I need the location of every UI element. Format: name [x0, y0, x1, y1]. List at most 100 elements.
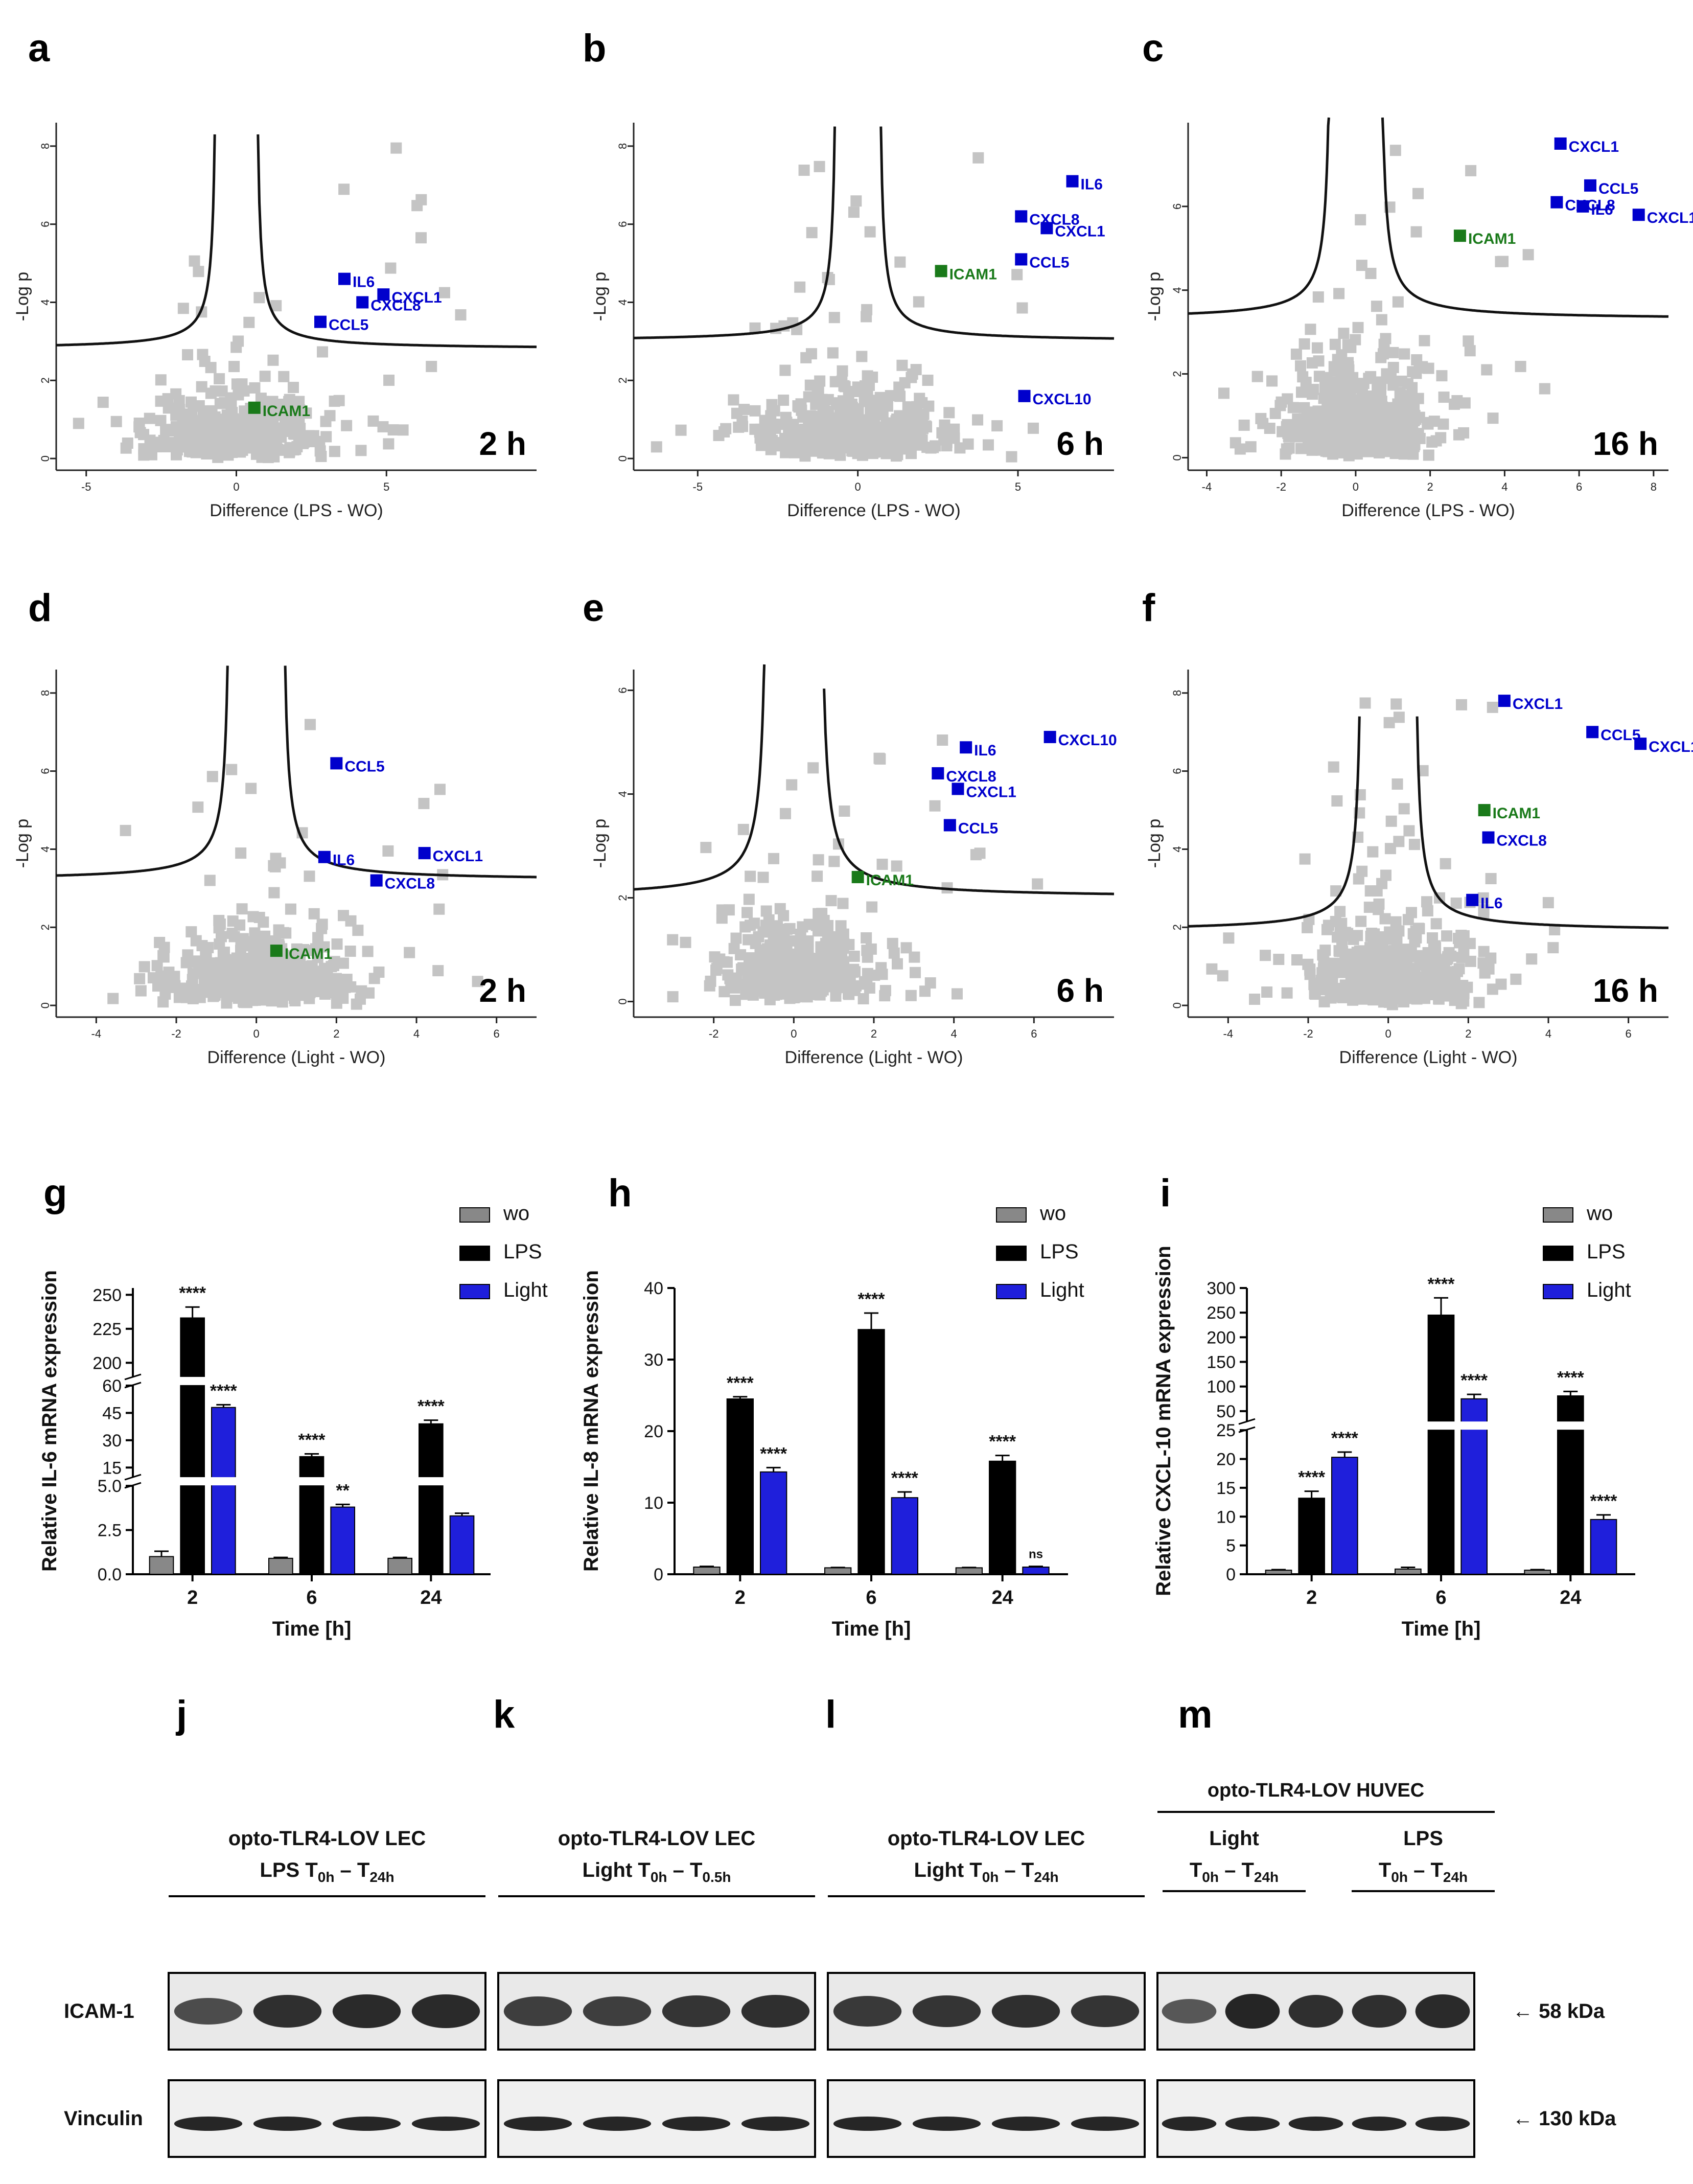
protein-point [1449, 995, 1460, 1006]
protein-point [828, 312, 840, 324]
protein-point [831, 968, 843, 980]
protein-point [138, 961, 150, 973]
y-tick-label: 200 [92, 1353, 122, 1373]
protein-point [252, 981, 264, 993]
protein-point [1330, 885, 1342, 897]
bar-wo [387, 1557, 412, 1575]
protein-point [1539, 383, 1550, 395]
protein-point [1323, 919, 1334, 931]
protein-point [1342, 357, 1354, 369]
protein-point [1341, 440, 1353, 451]
icam-band [332, 1994, 401, 2028]
western-panel-j: j opto-TLR4-LOV LEC LPS T0h – T24h [168, 1693, 486, 2158]
bar-wo [693, 1567, 721, 1575]
protein-point [248, 949, 260, 961]
protein-point [432, 965, 444, 977]
protein-point [196, 415, 208, 426]
gene-label-il6: IL6 [974, 742, 996, 759]
vinculin-band [1162, 2117, 1217, 2131]
protein-point [1305, 424, 1316, 436]
bar-wo [1395, 1568, 1422, 1575]
protein-point [1251, 371, 1263, 382]
protein-point [867, 371, 878, 383]
x-tick-label: 6 [1031, 1027, 1037, 1040]
protein-point [1452, 965, 1464, 977]
protein-point [331, 938, 343, 950]
gene-label-ccl5: CCL5 [344, 758, 384, 775]
y-tick-label: 45 [102, 1404, 122, 1423]
x-tick-label: 2 [1306, 1587, 1317, 1608]
axis-break [124, 1382, 142, 1389]
x-tick-label: 4 [413, 1027, 420, 1040]
protein-point [221, 997, 233, 1009]
protein-point [249, 382, 261, 394]
x-tick-label: 2 [333, 1027, 339, 1040]
group-time: T0h – T24h [1379, 1859, 1468, 1885]
protein-point [1365, 267, 1377, 279]
y-axis-label: Relative IL-6 mRNA expression [38, 1270, 61, 1572]
protein-point [839, 805, 850, 817]
legend-swatch-wo [996, 1207, 1027, 1223]
protein-point [202, 941, 214, 953]
y-tick-label: 4 [616, 791, 629, 797]
protein-point [314, 435, 326, 447]
y-tick-label: 8 [39, 690, 52, 696]
x-tick-label: 5 [383, 480, 389, 493]
y-tick-label: 6 [39, 221, 52, 227]
significance-mark: **** [727, 1373, 754, 1393]
x-tick-label: 2 [1427, 480, 1433, 493]
protein-point [1318, 424, 1330, 436]
y-tick-label: 30 [644, 1350, 663, 1370]
protein-point [760, 905, 772, 917]
y-tick-label: 250 [92, 1285, 122, 1305]
y-tick-label: 0 [39, 1002, 52, 1008]
gene-point-cxcl1 [1554, 137, 1567, 150]
protein-point [260, 450, 271, 462]
protein-point [1337, 418, 1349, 430]
protein-point [859, 396, 870, 407]
protein-point [867, 439, 878, 451]
y-tick-label: 2 [616, 894, 629, 901]
bar-lps [726, 1398, 754, 1575]
protein-point [754, 432, 766, 444]
protein-point [185, 926, 197, 938]
protein-point [169, 425, 181, 437]
protein-point [285, 408, 297, 420]
vinculin-band [1288, 2117, 1343, 2131]
protein-point [873, 752, 885, 764]
protein-point [455, 309, 467, 321]
protein-point [1305, 324, 1316, 335]
volcano-plot-c: c -4 -2 0 2 4 6 8 0 2 4 6 Difference (LPS - WO) -Log … [1142, 27, 1693, 520]
protein-point [310, 943, 321, 955]
protein-point [107, 993, 119, 1004]
protein-point [433, 903, 445, 915]
legend-swatch-lps [459, 1246, 490, 1261]
y-tick-label: 0 [1171, 1002, 1184, 1008]
bar-lps [299, 1456, 324, 1575]
icam-band [741, 1995, 810, 2028]
axis-break [124, 1482, 142, 1489]
x-tick-label: 4 [1545, 1027, 1551, 1040]
significance-threshold-curve [1381, 117, 1669, 318]
protein-point [743, 982, 755, 994]
bar-break-gap [1459, 1421, 1489, 1430]
protein-point [1510, 973, 1522, 985]
protein-point [186, 409, 198, 421]
protein-point [901, 434, 913, 446]
protein-point [1385, 373, 1397, 384]
gene-point-cxcl8 [1550, 196, 1563, 209]
panel-letter-e: e [583, 586, 604, 630]
icam-band [912, 1995, 981, 2027]
protein-point [312, 932, 324, 944]
protein-point [144, 412, 155, 424]
protein-point [438, 287, 450, 298]
bar-chart-g: g wo LPS Light 0.0 2.5 5.015 30 45 60 200 225 250 2 **… [38, 1171, 548, 1640]
gene-label-il6: IL6 [333, 852, 355, 869]
protein-point [1011, 269, 1023, 281]
protein-point [1333, 945, 1345, 957]
protein-point [1329, 338, 1341, 350]
protein-point [1408, 839, 1420, 850]
protein-point [204, 875, 216, 886]
protein-point [267, 354, 279, 366]
protein-point [1283, 442, 1295, 454]
